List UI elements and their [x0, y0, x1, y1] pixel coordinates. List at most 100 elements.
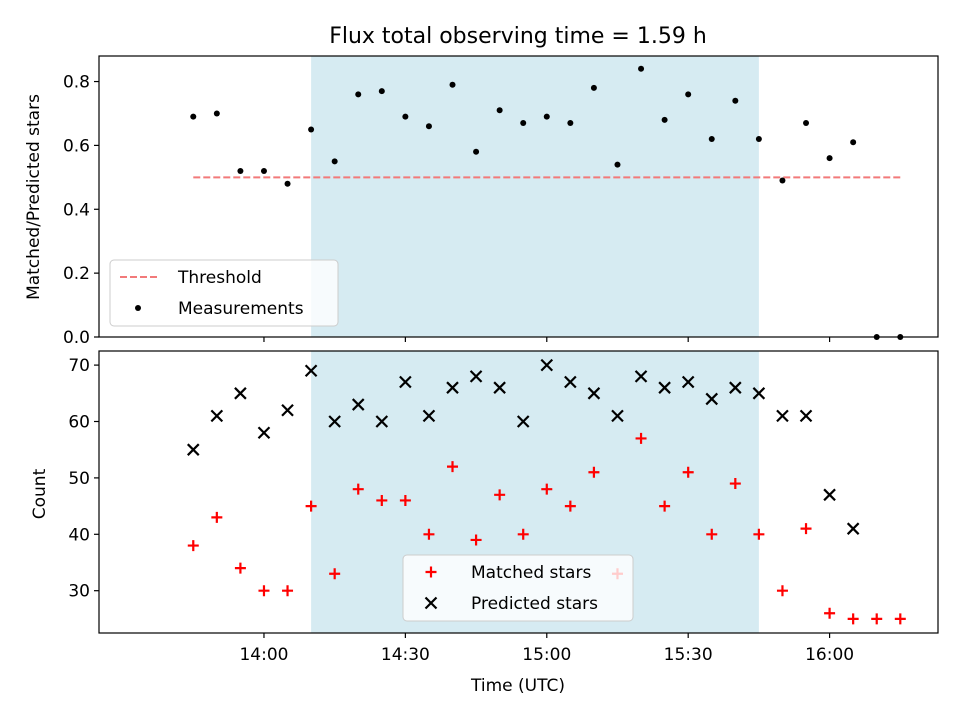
bottom-x-tick-label: 16:00 — [805, 645, 854, 665]
bottom-matched-star-point — [376, 494, 388, 506]
chart-title: Flux total observing time = 1.59 h — [329, 24, 707, 49]
bottom-predicted-star-point — [234, 387, 247, 400]
bottom-matched-star-point — [635, 432, 647, 444]
bottom-y-tick-label: 70 — [68, 356, 90, 376]
top-y-tick-label: 0.4 — [63, 200, 90, 220]
bottom-matched-star-point — [234, 562, 246, 574]
top-measurement-point — [496, 107, 503, 114]
bottom-y-tick-label: 50 — [68, 469, 90, 489]
bottom-predicted-star-point — [328, 415, 341, 428]
bottom-matched-star-point — [824, 607, 836, 619]
bottom-predicted-star-point — [752, 387, 766, 400]
bottom-matched-star-point — [352, 483, 364, 495]
bottom-predicted-star-point — [257, 426, 271, 440]
bottom-predicted-star-point — [658, 381, 671, 394]
top-measurement-point — [308, 126, 315, 133]
bottom-predicted-star-point — [304, 364, 318, 378]
top-measurement-point — [449, 81, 456, 88]
top-measurement-point — [190, 113, 197, 120]
bottom-matched-star-point — [329, 568, 341, 580]
bottom-predicted-star-point — [587, 387, 601, 400]
bottom-y-tick-label: 40 — [68, 525, 90, 545]
x-axis-label: Time (UTC) — [470, 676, 565, 696]
bottom-legend-predicted-swatch — [424, 596, 438, 610]
top-y-tick-label: 0.8 — [63, 73, 90, 93]
top-panel: 0.0 0.2 0.4 0.6 0.8 Threshold Measurements — [63, 55, 939, 348]
bottom-matched-star-point — [659, 500, 671, 512]
top-y-axis-label: Matched/Predicted stars — [24, 94, 44, 300]
top-measurement-point — [779, 177, 786, 184]
bottom-predicted-star-point — [634, 370, 648, 383]
bottom-legend-box — [402, 554, 634, 622]
bottom-predicted-star-point — [446, 381, 459, 394]
top-measurement-point — [331, 158, 338, 165]
top-measurement-point — [213, 110, 220, 117]
bottom-predicted-star-point — [469, 370, 483, 383]
bottom-predicted-star-point — [351, 398, 365, 411]
bottom-matched-star-point — [517, 528, 529, 540]
bottom-predicted-star-point — [681, 375, 695, 389]
bottom-axes-frame — [98, 350, 939, 634]
bottom-matched-star-point — [729, 478, 741, 490]
bottom-x-tick-label: 15:00 — [522, 645, 571, 665]
bottom-y-tick-label: 30 — [68, 582, 90, 602]
top-measurement-point — [520, 120, 527, 127]
top-measurement-point — [614, 161, 621, 168]
top-measurement-point — [260, 167, 267, 174]
bottom-legend-label: Matched stars — [471, 563, 591, 583]
bottom-matched-star-point — [399, 494, 411, 506]
top-shaded-region — [311, 56, 759, 337]
bottom-predicted-star-point — [776, 409, 789, 423]
top-measurement-point — [850, 139, 857, 146]
bottom-matched-star-point — [894, 613, 906, 625]
bottom-y-tick-label: 60 — [68, 413, 90, 433]
bottom-matched-star-point — [187, 540, 199, 552]
bottom-matched-star-point — [541, 483, 553, 495]
top-measurement-point — [685, 91, 692, 98]
bottom-predicted-star-point — [540, 358, 554, 372]
top-legend-label: Threshold — [177, 268, 262, 288]
top-measurement-point — [284, 180, 291, 187]
bottom-matched-star-point — [847, 613, 859, 625]
bottom-matched-star-point — [871, 613, 883, 625]
bottom-predicted-star-point — [611, 409, 624, 423]
top-measurement-point — [803, 120, 810, 127]
bottom-matched-star-point — [776, 585, 788, 597]
bottom-predicted-star-point — [210, 409, 224, 423]
top-axes-frame — [98, 55, 939, 338]
top-measurement-point — [638, 65, 645, 72]
bottom-panel: 30 40 50 60 70 14:00 14:30 15:00 15:30 16:00 Match… — [68, 350, 939, 665]
bottom-predicted-star-point — [516, 415, 530, 428]
top-measurement-point — [755, 136, 762, 143]
bottom-predicted-star-point — [493, 381, 506, 394]
top-measurement-point — [543, 113, 550, 120]
top-legend-measurement-swatch — [135, 305, 141, 311]
top-y-tick-label: 0.2 — [63, 264, 90, 284]
bottom-predicted-star-point — [823, 488, 836, 502]
top-y-tick-label: 0.6 — [63, 136, 90, 156]
bottom-matched-star-point — [682, 466, 694, 478]
bottom-matched-star-point — [706, 528, 718, 540]
top-measurement-point — [708, 136, 715, 143]
bottom-predicted-star-point — [564, 375, 577, 389]
top-measurement-point — [590, 84, 597, 91]
top-legend-box — [109, 259, 339, 327]
bottom-matched-star-point — [211, 511, 223, 523]
bottom-legend-matched-swatch — [425, 566, 437, 578]
bottom-matched-star-point — [423, 528, 435, 540]
bottom-y-axis-label: Count — [30, 468, 50, 519]
top-measurement-point — [237, 167, 244, 174]
top-legend-label: Measurements — [178, 299, 304, 319]
bottom-matched-star-point — [470, 534, 482, 546]
bottom-legend-label: Predicted stars — [471, 594, 598, 614]
bottom-x-tick-label: 14:00 — [239, 645, 288, 665]
bottom-matched-star-point — [564, 500, 576, 512]
top-measurement-point — [425, 123, 432, 130]
bottom-predicted-star-point — [399, 375, 412, 389]
top-measurement-point — [378, 88, 385, 95]
bottom-matched-star-point — [447, 461, 459, 473]
bottom-matched-star-point — [282, 585, 294, 597]
bottom-matched-star-point — [800, 523, 812, 535]
top-measurement-point — [732, 97, 739, 104]
top-measurement-point — [402, 113, 409, 120]
